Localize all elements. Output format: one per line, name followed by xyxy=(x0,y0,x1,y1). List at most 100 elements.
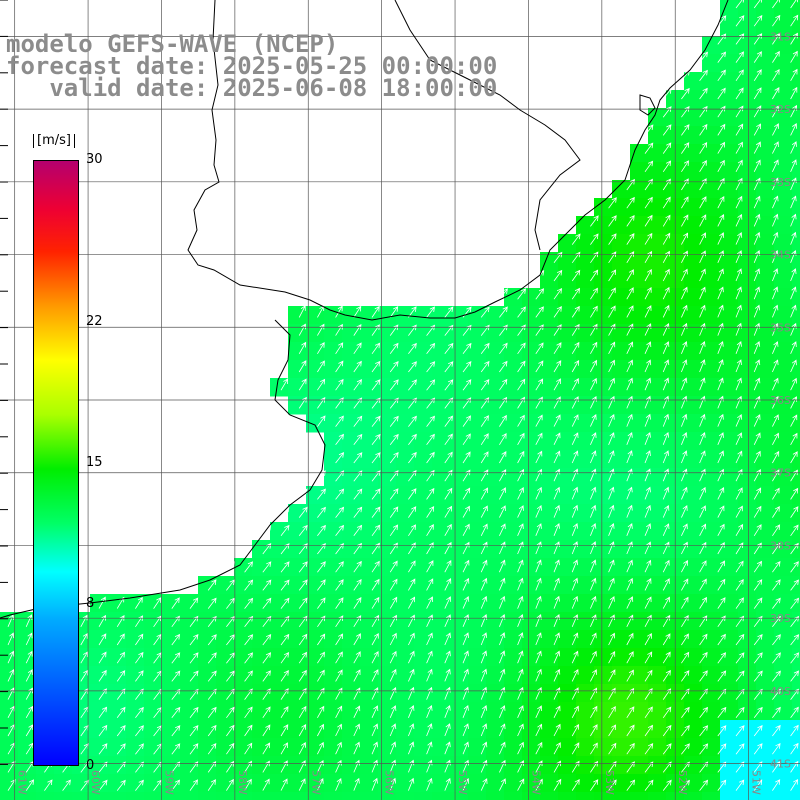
wind-cell xyxy=(738,360,757,379)
wind-cell xyxy=(630,594,649,613)
wind-arrow xyxy=(644,124,654,136)
wind-cell xyxy=(594,324,613,343)
wind-cell xyxy=(648,324,667,343)
wind-arrow xyxy=(772,432,779,445)
wind-arrow xyxy=(317,705,325,718)
wind-cell xyxy=(756,288,775,307)
wind-cell xyxy=(360,468,379,487)
wind-cell xyxy=(324,720,343,739)
wind-arrow xyxy=(553,760,561,773)
wind-cell xyxy=(630,504,649,523)
wind-cell xyxy=(774,324,793,343)
wind-cell xyxy=(360,612,379,631)
wind-cell xyxy=(450,504,469,523)
wind-cell xyxy=(756,414,775,433)
wind-arrow xyxy=(644,596,652,609)
wind-arrow xyxy=(662,214,671,227)
wind-arrow xyxy=(499,559,506,573)
wind-arrow xyxy=(699,359,706,373)
wind-cell xyxy=(684,666,703,685)
wind-arrow xyxy=(699,304,706,318)
wind-arrow xyxy=(207,579,217,591)
wind-cell xyxy=(792,558,800,577)
wind-arrow xyxy=(735,523,744,537)
wind-arrow xyxy=(753,341,761,354)
wind-cell xyxy=(306,378,325,397)
wind-cell xyxy=(306,342,325,361)
wind-arrow xyxy=(626,178,635,191)
wind-cell xyxy=(504,738,523,757)
wind-cell xyxy=(594,198,613,217)
wind-arrow xyxy=(535,450,543,464)
wind-cell xyxy=(720,738,739,757)
wind-arrow xyxy=(207,779,216,791)
wind-arrow xyxy=(699,87,708,100)
wind-cell xyxy=(396,648,415,667)
wind-arrow xyxy=(389,306,399,318)
wind-cell xyxy=(630,252,649,271)
wind-arrow xyxy=(662,450,670,464)
lat-label: 38S xyxy=(770,539,791,552)
lat-label: 31S xyxy=(770,30,791,43)
wind-arrow xyxy=(408,668,415,682)
wind-cell xyxy=(756,90,775,109)
wind-cell xyxy=(306,666,325,685)
wind-arrow xyxy=(571,577,579,591)
wind-arrow xyxy=(790,268,797,282)
wind-cell xyxy=(612,468,631,487)
wind-cell xyxy=(540,792,559,800)
colorbar-tick-30: 30 xyxy=(86,152,103,167)
wind-arrow xyxy=(535,486,543,500)
wind-cell xyxy=(270,756,289,775)
colorbar-tick-22: 22 xyxy=(86,313,103,329)
wind-cell xyxy=(414,522,433,541)
wind-arrow xyxy=(408,723,415,737)
wind-cell xyxy=(90,720,109,739)
wind-cell xyxy=(108,720,127,739)
wind-cell xyxy=(720,378,739,397)
wind-cell xyxy=(702,234,721,253)
wind-cell xyxy=(270,630,289,649)
wind-arrow xyxy=(280,378,289,391)
wind-cell xyxy=(738,522,757,541)
wind-cell xyxy=(594,540,613,559)
wind-arrow xyxy=(262,652,272,664)
wind-arrow xyxy=(426,361,436,373)
wind-cell xyxy=(180,720,199,739)
wind-cell xyxy=(648,144,667,163)
wind-cell xyxy=(756,360,775,379)
wind-arrow xyxy=(571,723,579,737)
wind-arrow xyxy=(408,488,417,500)
wind-cell xyxy=(720,612,739,631)
wind-arrow xyxy=(426,505,435,518)
wind-cell xyxy=(756,180,775,199)
wind-cell xyxy=(684,414,703,433)
lat-label: 32S xyxy=(770,103,791,116)
wind-arrow xyxy=(626,432,633,445)
wind-cell xyxy=(324,594,343,613)
wind-arrow xyxy=(98,724,108,737)
wind-cell xyxy=(558,414,577,433)
wind-arrow xyxy=(389,452,399,464)
wind-cell xyxy=(612,288,631,307)
wind-arrow xyxy=(626,287,634,300)
wind-arrow xyxy=(735,213,743,227)
wind-cell xyxy=(324,396,343,415)
wind-cell xyxy=(648,522,667,541)
wind-arrow xyxy=(517,577,524,591)
wind-cell xyxy=(702,720,721,739)
wind-cell xyxy=(594,738,613,757)
wind-cell xyxy=(774,792,793,800)
wind-cell xyxy=(594,558,613,577)
wind-cell xyxy=(414,594,433,613)
wind-cell xyxy=(756,234,775,253)
wind-arrow xyxy=(590,414,597,427)
wind-arrow xyxy=(262,760,270,773)
wind-cell xyxy=(684,252,703,271)
wind-arrow xyxy=(753,213,761,227)
wind-arrow xyxy=(371,578,380,591)
wind-arrow xyxy=(371,651,379,664)
wind-cell xyxy=(738,594,757,613)
lon-label: 57W xyxy=(309,770,322,795)
wind-arrow xyxy=(717,322,724,336)
